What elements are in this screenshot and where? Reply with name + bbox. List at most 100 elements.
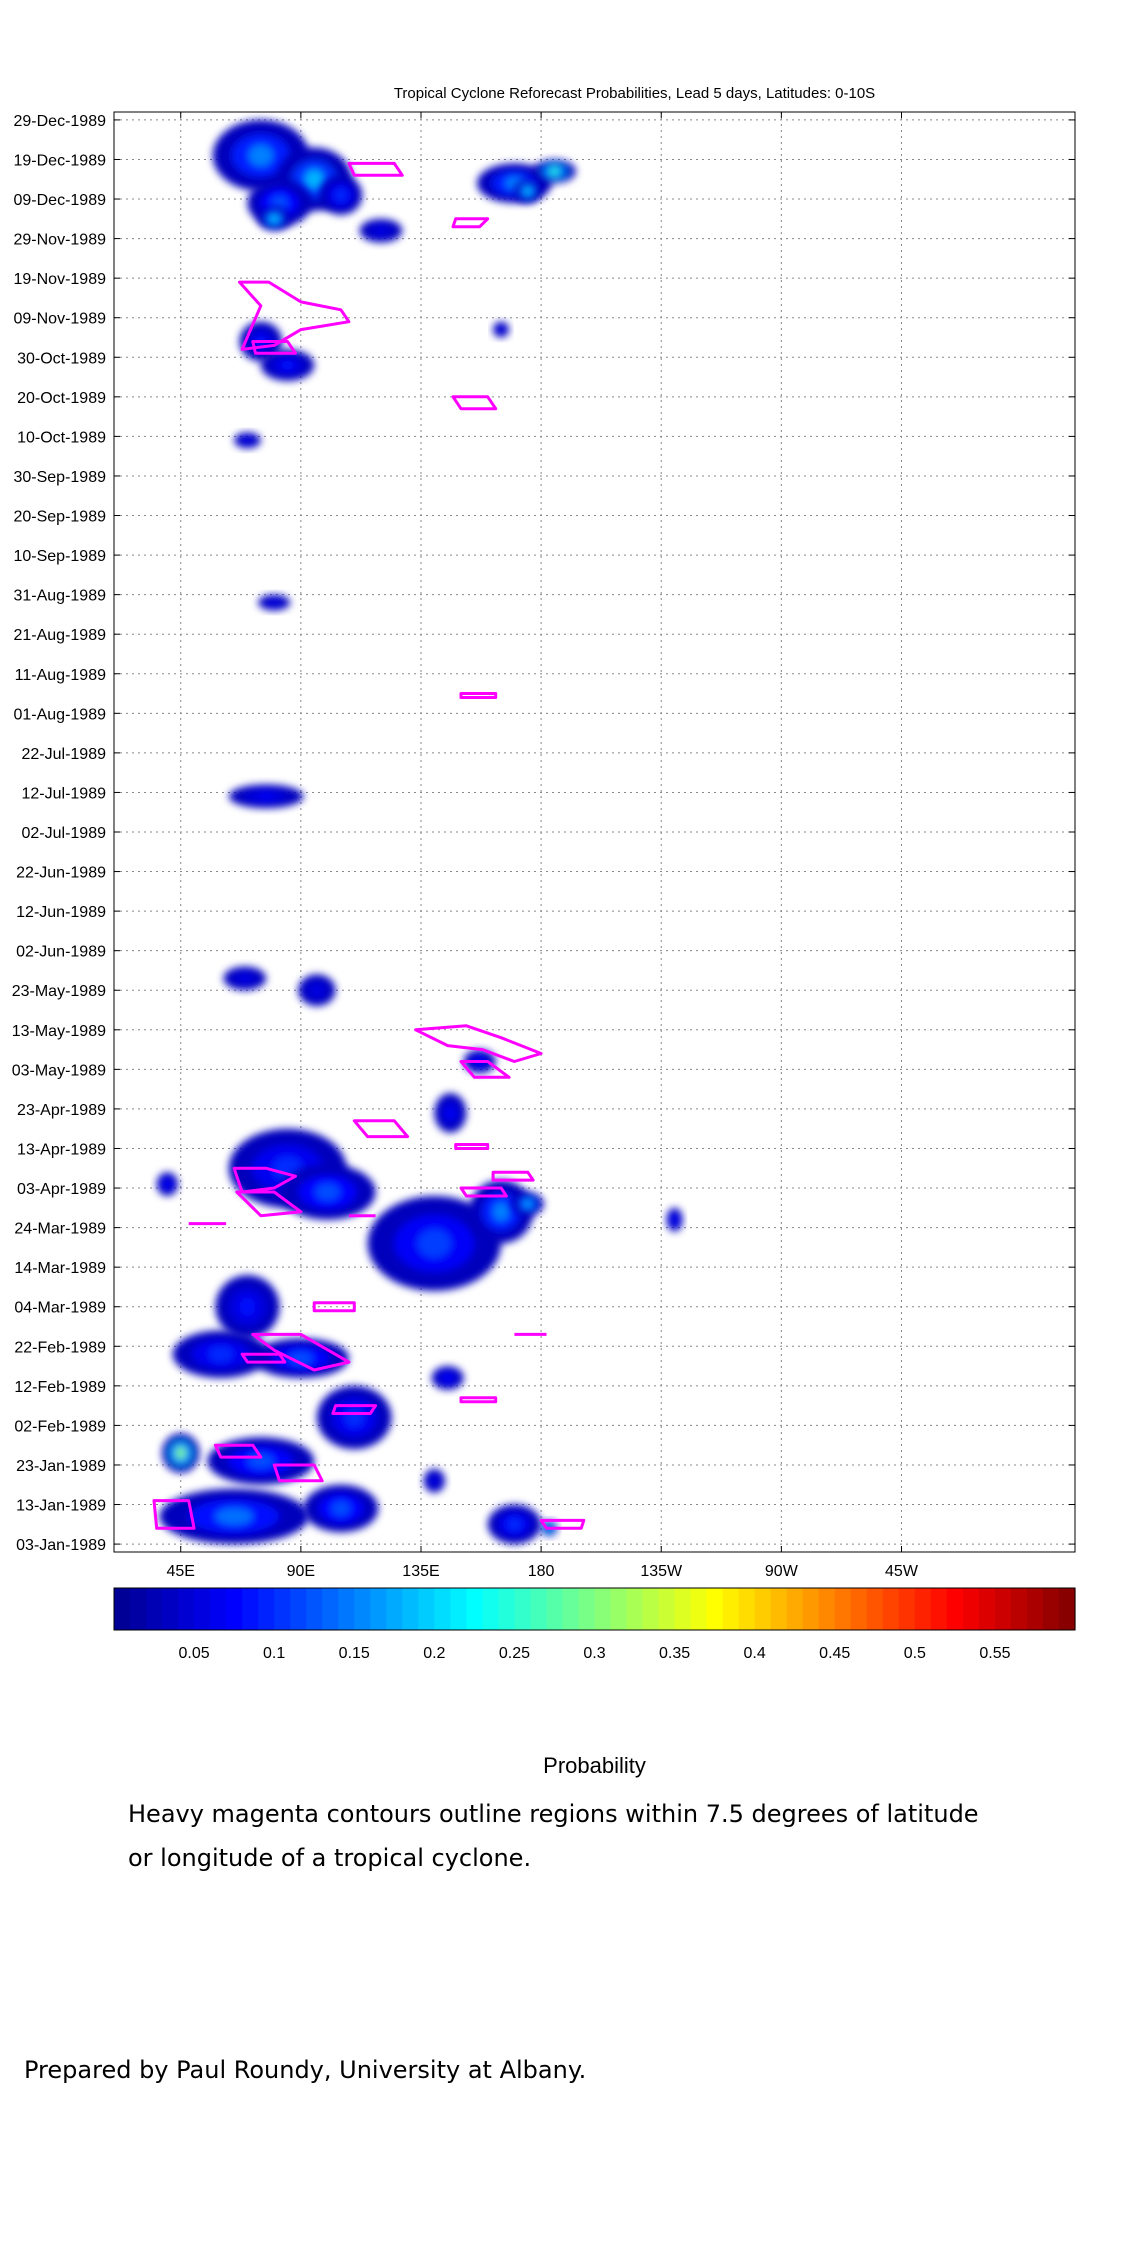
colorbar-segment bbox=[994, 1588, 1012, 1630]
colorbar-segment bbox=[386, 1588, 403, 1630]
colorbar-segment bbox=[898, 1588, 916, 1630]
blob-core bbox=[256, 792, 276, 800]
note-line-2: or longitude of a tropical cyclone. bbox=[128, 1844, 532, 1872]
blob-core bbox=[344, 1408, 364, 1427]
y-tick-label: 23-Apr-1989 bbox=[17, 1102, 106, 1119]
colorbar-segment bbox=[578, 1588, 596, 1630]
blob-core bbox=[164, 1180, 171, 1188]
colorbar-segment bbox=[882, 1588, 900, 1630]
colorbar-segment bbox=[642, 1588, 660, 1630]
y-axis: 03-Jan-1989 13-Jan-1989 23-Jan-1989 02-Feb-… bbox=[12, 113, 1075, 1554]
cyclone-outline bbox=[235, 1190, 303, 1218]
blob-core bbox=[507, 1518, 522, 1531]
y-tick-label: 02-Feb-1989 bbox=[14, 1418, 106, 1435]
x-tick-label: 135E bbox=[402, 1563, 439, 1580]
blob-core bbox=[208, 1347, 233, 1362]
cyclone-outline bbox=[414, 1024, 543, 1063]
colorbar-segment bbox=[530, 1588, 548, 1630]
cyclone-outline bbox=[454, 1143, 490, 1150]
cyclone-outline bbox=[232, 1166, 297, 1194]
colorbar-segment bbox=[658, 1588, 676, 1630]
blob-core bbox=[239, 974, 251, 982]
colorbar-segment bbox=[930, 1588, 948, 1630]
colorbar-segment bbox=[482, 1588, 499, 1630]
colorbar-tick-label: 0.5 bbox=[904, 1645, 926, 1662]
cyclone-outlines bbox=[152, 161, 586, 1530]
x-tick-label: 45E bbox=[167, 1563, 195, 1580]
blob-core bbox=[431, 1477, 438, 1485]
probability-blob bbox=[423, 1468, 446, 1493]
x-tick-label: 90W bbox=[765, 1563, 799, 1580]
y-tick-label: 02-Jul-1989 bbox=[22, 825, 107, 842]
colorbar-segment bbox=[306, 1588, 323, 1630]
cyclone-outline bbox=[251, 340, 297, 355]
colorbar-segment bbox=[754, 1588, 772, 1630]
blob-core bbox=[443, 1374, 452, 1382]
colorbar-tick-label: 0.05 bbox=[179, 1645, 210, 1662]
cyclone-outline bbox=[459, 1060, 511, 1079]
colorbar-tick-label: 0.25 bbox=[499, 1645, 530, 1662]
cyclone-outline bbox=[539, 1518, 586, 1530]
probability-blob bbox=[493, 321, 510, 338]
probability-blob bbox=[258, 206, 291, 231]
colorbar-tick-label: 0.55 bbox=[979, 1645, 1010, 1662]
colorbar-segment bbox=[418, 1588, 435, 1630]
probability-blob bbox=[228, 784, 304, 809]
cyclone-outline bbox=[272, 1463, 324, 1483]
blob-core bbox=[499, 327, 504, 332]
y-tick-label: 29-Nov-1989 bbox=[14, 232, 107, 249]
colorbar-segment bbox=[274, 1588, 291, 1630]
y-tick-label: 30-Sep-1989 bbox=[13, 469, 106, 486]
blob-core bbox=[331, 1501, 351, 1516]
y-tick-label: 23-Jan-1989 bbox=[16, 1458, 106, 1475]
probability-blob bbox=[533, 159, 576, 184]
colorbar-segment bbox=[162, 1588, 179, 1630]
blob-core bbox=[312, 985, 322, 995]
colorbar-segment bbox=[594, 1588, 612, 1630]
colorbar-segment bbox=[546, 1588, 564, 1630]
blob-core bbox=[280, 360, 295, 370]
colorbar-tick-label: 0.3 bbox=[583, 1645, 605, 1662]
probability-blob bbox=[303, 1484, 379, 1533]
blob-core bbox=[270, 600, 279, 605]
blob-core bbox=[672, 1216, 677, 1224]
colorbar-segment bbox=[818, 1588, 836, 1630]
probability-blob bbox=[207, 1437, 315, 1485]
colorbar-tick-label: 0.35 bbox=[659, 1645, 690, 1662]
x-tick-label: 135W bbox=[640, 1563, 683, 1580]
probability-blob bbox=[162, 1433, 200, 1473]
blob-core bbox=[549, 167, 560, 175]
y-tick-label: 20-Sep-1989 bbox=[13, 509, 106, 526]
y-tick-label: 31-Aug-1989 bbox=[13, 588, 106, 605]
probability-blob bbox=[431, 1366, 464, 1390]
colorbar: 0.05 0.1 0.15 0.2 0.25 0.3 0.35 0.4 0.45 0.5 0.55 bbox=[113, 1587, 1076, 1662]
y-tick-label: 13-May-1989 bbox=[12, 1023, 106, 1040]
y-tick-label: 30-Oct-1989 bbox=[17, 350, 106, 367]
y-tick-label: 11-Aug-1989 bbox=[15, 667, 106, 684]
cyclone-outline bbox=[459, 1186, 508, 1198]
y-tick-label: 22-Jun-1989 bbox=[16, 865, 106, 882]
blob-core bbox=[493, 1202, 510, 1222]
colorbar-segment bbox=[946, 1588, 964, 1630]
y-tick-label: 10-Sep-1989 bbox=[13, 548, 106, 565]
probability-blob bbox=[159, 1488, 309, 1545]
colorbar-segment bbox=[706, 1588, 724, 1630]
probability-blob bbox=[298, 974, 336, 1007]
colorbar-segment bbox=[690, 1588, 708, 1630]
colorbar-segment bbox=[322, 1588, 339, 1630]
y-tick-label: 13-Apr-1989 bbox=[17, 1141, 106, 1158]
cyclone-outline bbox=[238, 280, 351, 351]
cyclone-outline bbox=[491, 1170, 535, 1182]
colorbar-segment bbox=[834, 1588, 852, 1630]
cyclone-outline bbox=[331, 1404, 378, 1415]
y-tick-label: 14-Mar-1989 bbox=[14, 1260, 106, 1277]
y-tick-label: 21-Aug-1989 bbox=[13, 627, 106, 644]
y-tick-label: 22-Jul-1989 bbox=[22, 746, 107, 763]
probability-blob bbox=[511, 1192, 544, 1216]
cyclone-outline bbox=[240, 1352, 287, 1364]
cyclone-outline bbox=[347, 161, 404, 177]
colorbar-segment bbox=[450, 1588, 467, 1630]
y-tick-label: 24-Mar-1989 bbox=[14, 1221, 106, 1238]
colorbar-segment bbox=[786, 1588, 804, 1630]
probability-blob bbox=[223, 966, 267, 991]
